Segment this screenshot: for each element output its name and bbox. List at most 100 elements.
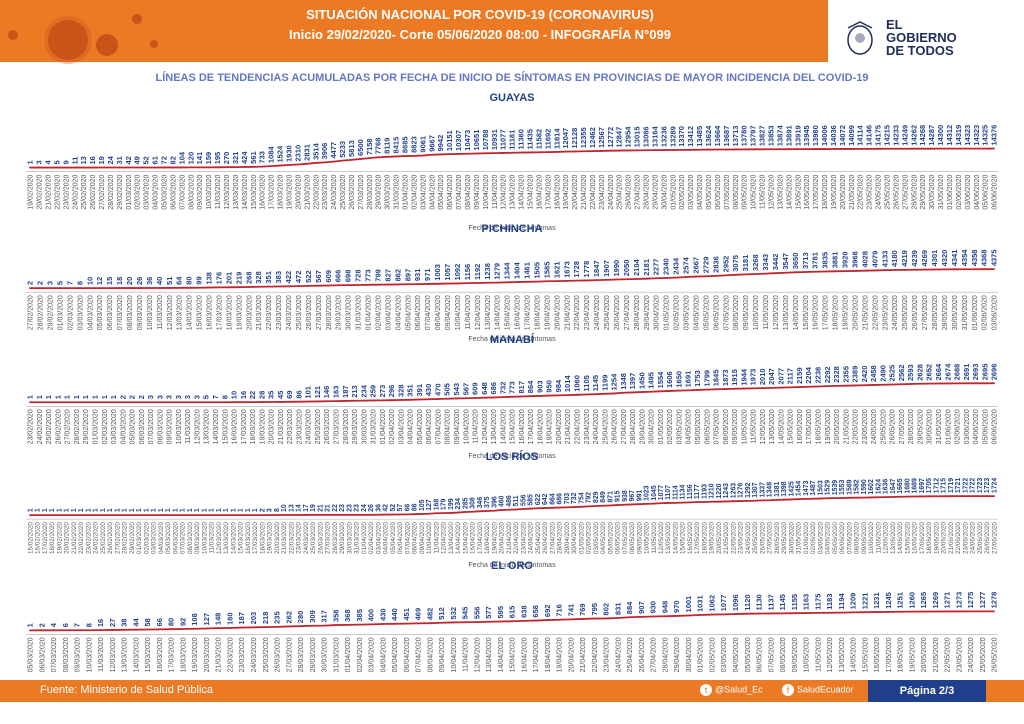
data-point xyxy=(863,269,866,272)
data-point xyxy=(377,513,379,516)
data-point xyxy=(555,151,558,153)
data-point xyxy=(688,501,691,504)
data-point xyxy=(430,153,433,156)
data-label: 1680 xyxy=(904,478,911,493)
data-label: 1450 xyxy=(637,372,646,389)
tick-label: 30/03/2020 xyxy=(346,522,353,554)
data-label: 440 xyxy=(390,608,399,621)
tick-label: 27/04/2020 xyxy=(651,637,658,672)
tick-label: 16/06/2020 xyxy=(912,522,919,554)
data-label: 1156 xyxy=(687,484,694,499)
data-label: 3 xyxy=(146,395,155,399)
tick-label: 22/06/2020 xyxy=(955,522,962,554)
data-point xyxy=(152,514,155,517)
tick-label: 11/04/2020 xyxy=(465,295,472,330)
tick-label: 26/03/2020 xyxy=(324,409,331,444)
data-point xyxy=(850,148,853,150)
data-point xyxy=(937,382,940,385)
data-label: 1529 xyxy=(825,480,832,495)
data-point xyxy=(449,512,452,514)
data-label: 328 xyxy=(254,271,263,284)
data-point xyxy=(734,613,737,615)
data-label: 511 xyxy=(513,495,520,506)
data-label: 2328 xyxy=(832,366,841,383)
data-point xyxy=(207,166,210,169)
data-label: 686 xyxy=(489,382,498,395)
data-point xyxy=(520,151,522,154)
data-point xyxy=(790,498,792,501)
data-point xyxy=(333,513,336,516)
data-point xyxy=(282,514,285,516)
tick-label: 26/03/2020 xyxy=(317,522,324,554)
tick-label: 21/05/2020 xyxy=(862,295,869,330)
data-point xyxy=(724,500,727,503)
tick-label: 28/02/2020 xyxy=(74,409,81,444)
tick-label: 29/03/2020 xyxy=(310,637,317,672)
data-label: 1425 xyxy=(788,481,795,496)
twitter-link[interactable]: t @Salud_Ec xyxy=(700,684,763,696)
data-point xyxy=(746,612,749,615)
data-point xyxy=(101,514,104,517)
tick-label: 18/05/2020 xyxy=(898,637,905,672)
data-point xyxy=(859,148,862,150)
data-label: 3835 xyxy=(821,252,830,269)
data-point xyxy=(162,166,165,169)
data-point xyxy=(782,498,785,501)
tick-label: 27/02/2020 xyxy=(114,522,121,554)
data-point xyxy=(103,401,106,404)
tick-label: 28/05/2020 xyxy=(911,174,918,209)
data-label: 1907 xyxy=(602,260,611,277)
data-label: 13827 xyxy=(758,125,767,146)
tick-label: 02/03/2020 xyxy=(67,295,74,330)
data-label: 769 xyxy=(578,603,587,616)
data-label: 12462 xyxy=(588,127,597,148)
tick-label: 14/05/2020 xyxy=(786,174,793,209)
data-point xyxy=(277,285,280,288)
tick-label: 16/04/2020 xyxy=(515,295,522,330)
tick-label: 24/03/2020 xyxy=(306,409,313,444)
tick-label: 02/04/2020 xyxy=(368,522,375,554)
data-label: 10307 xyxy=(454,130,463,151)
data-label: 829 xyxy=(593,491,600,503)
tick-label: 06/05/2020 xyxy=(715,174,722,209)
data-label: 1307 xyxy=(752,482,759,497)
data-point xyxy=(546,151,549,154)
facebook-link[interactable]: f SaludEcuador xyxy=(782,684,854,696)
data-point xyxy=(640,391,643,393)
tick-label: 04/04/2020 xyxy=(408,409,415,444)
data-point xyxy=(341,159,344,162)
tick-label: 25/06/2020 xyxy=(977,522,984,554)
data-point xyxy=(252,165,255,168)
virus-icon xyxy=(8,30,18,40)
tick-label: 27/04/2020 xyxy=(621,409,628,444)
data-point xyxy=(98,287,101,290)
data-label: 13164 xyxy=(650,125,659,147)
tick-label: 25/03/2020 xyxy=(263,637,270,672)
data-label: 1 xyxy=(122,508,129,512)
data-label: 1873 xyxy=(721,369,730,386)
data-point xyxy=(501,396,504,399)
tick-label: 13/04/2020 xyxy=(491,409,498,444)
tick-label: 30/03/2020 xyxy=(322,637,329,672)
data-label: 268 xyxy=(244,271,253,284)
data-point xyxy=(376,283,379,286)
tick-label: 29/02/2020 xyxy=(48,295,55,330)
data-label: 14114 xyxy=(856,125,865,146)
data-point xyxy=(108,514,111,517)
data-label: 1 xyxy=(252,508,259,512)
footer-source: Fuente: Ministerio de Salud Pública xyxy=(40,684,214,696)
data-point xyxy=(903,268,906,271)
line-chart: 115/02/2020116/02/2020117/02/2020118/02/… xyxy=(26,478,998,569)
data-label: 3 xyxy=(46,281,55,285)
tick-label: 07/04/2020 xyxy=(456,174,463,209)
data-label: 13664 xyxy=(713,125,722,147)
tick-label: 19/05/2020 xyxy=(831,174,838,209)
tick-label: 02/03/2020 xyxy=(143,522,150,554)
data-label: 1 xyxy=(42,508,49,512)
tick-label: 28/04/2020 xyxy=(662,637,669,672)
data-label: 792 xyxy=(586,492,593,504)
tick-label: 01/04/2020 xyxy=(366,295,373,330)
tick-label: 04/04/2020 xyxy=(380,637,387,672)
data-label: 522 xyxy=(304,270,313,283)
tick-label: 28/04/2020 xyxy=(644,174,651,209)
